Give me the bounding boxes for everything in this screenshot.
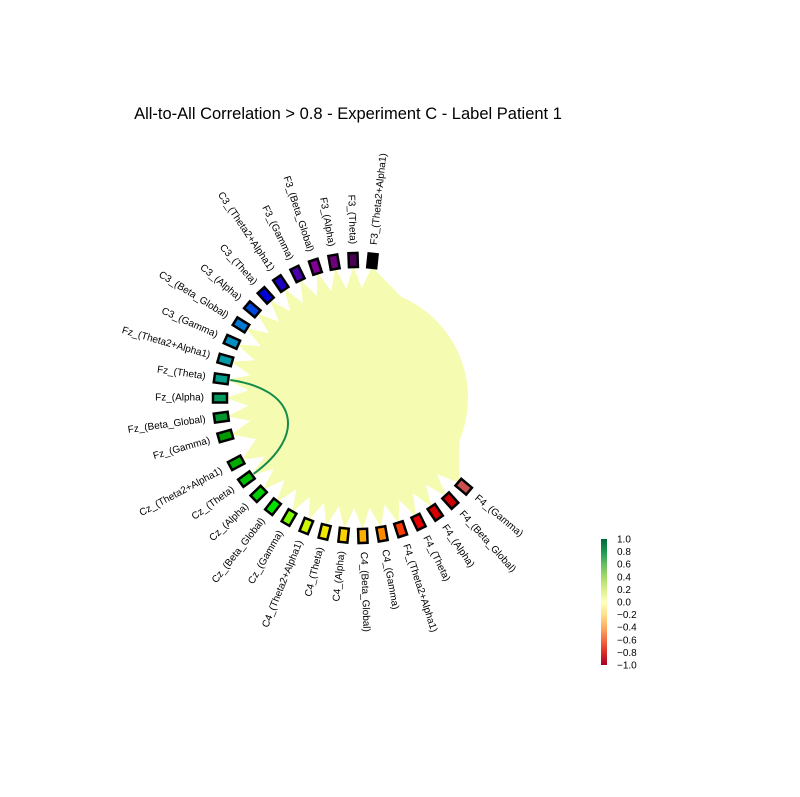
node-marker (347, 251, 360, 269)
colorbar-tick-label: −0.2 (617, 610, 637, 621)
node-label: C3_(Theta2+Alpha1) (215, 190, 276, 273)
colorbar-tick-label: 0.8 (617, 547, 631, 558)
highlighted-edges (230, 379, 290, 475)
node-marker (440, 490, 461, 511)
node-label: F3_(Alpha) (317, 197, 336, 248)
node-label: F3_(Theta2+Alpha1) (369, 153, 390, 246)
node-marker (374, 524, 390, 544)
node-marker (271, 273, 291, 294)
node-label: Fz_(Gamma) (152, 435, 212, 462)
node-marker (326, 252, 342, 272)
node-label: C4_(Alpha) (331, 551, 347, 602)
node-label: F3_(Theta) (345, 194, 358, 244)
node-marker (288, 264, 307, 284)
node-marker (248, 484, 269, 504)
colorbar-tick-label: 0.2 (617, 585, 631, 596)
node-marker (212, 371, 231, 386)
node-marker (212, 410, 231, 425)
colorbar-tick-label: −1.0 (617, 661, 637, 672)
node-marker (222, 333, 242, 351)
node-marker (279, 507, 299, 528)
node-marker (230, 315, 252, 335)
colorbar-tick-label: 0.4 (617, 572, 631, 583)
node-marker (317, 522, 333, 542)
chart-title: All-to-All Correlation > 0.8 - Experimen… (134, 105, 562, 123)
node-marker (425, 502, 445, 523)
edge-Fz_(Theta)-Cz_(Theta) (230, 379, 290, 475)
blob-core (248, 288, 468, 508)
node-marker (215, 428, 235, 444)
node-marker (263, 496, 283, 517)
node-marker (255, 285, 276, 306)
colorbar-tick-label: 0.0 (617, 598, 631, 609)
node-marker (226, 453, 247, 472)
node-marker (392, 519, 409, 539)
node-marker (211, 392, 229, 404)
node-marker (215, 352, 235, 368)
colorbar-tick-label: −0.6 (617, 635, 637, 646)
node-label: F4_(Theta) (420, 534, 452, 583)
colorbar-tick-label: 1.0 (617, 535, 631, 546)
colorbar-tick-label: 0.6 (617, 560, 631, 571)
node-label: Fz_(Alpha) (155, 393, 204, 404)
colorbar-bar (601, 539, 607, 665)
node-marker (337, 526, 351, 545)
node-marker (365, 251, 379, 270)
colorbar: 1.00.8 0.60.4 0.2 0.0−0.2 −0.4−0.6 −0.8 −1.0 (601, 535, 637, 672)
node-marker (453, 476, 474, 497)
colorbar-tick-label: −0.4 (617, 623, 637, 634)
node-marker (409, 512, 428, 532)
node-ring (211, 251, 474, 545)
node-marker (356, 527, 369, 545)
node-marker (236, 469, 257, 489)
colorbar-tick-label: −0.8 (617, 648, 637, 659)
node-label: C4_(Theta) (303, 546, 326, 598)
node-marker (242, 299, 263, 320)
node-marker (307, 257, 324, 277)
node-label: C4_(Beta_Global) (358, 552, 372, 632)
node-label: Fz_(Theta) (156, 364, 206, 382)
node-marker (297, 516, 315, 536)
node-label: C4_(Gamma) (379, 549, 400, 611)
connection-blob (226, 266, 468, 530)
node-label: Fz_(Beta_Global) (127, 414, 206, 436)
